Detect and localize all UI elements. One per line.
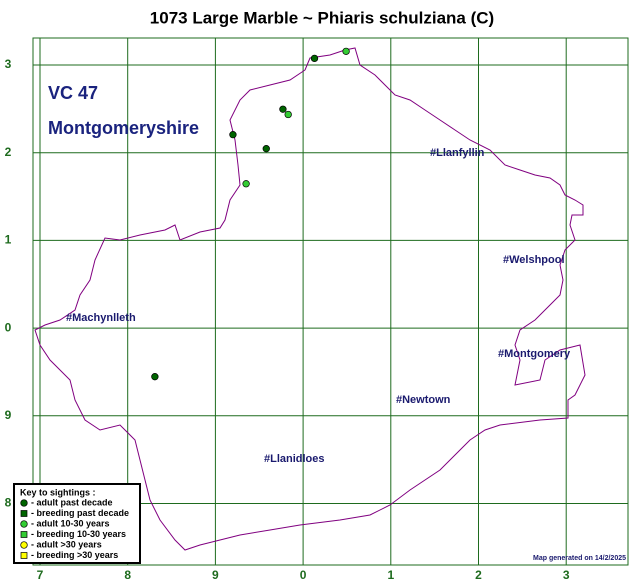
vc-code: VC 47 (48, 83, 98, 103)
y-grid-label: 1 (5, 233, 12, 247)
sighting (262, 145, 270, 153)
map-frame (32, 37, 629, 566)
sighting (279, 105, 287, 113)
sighting (284, 110, 292, 119)
key-label: - adult 10-30 years (31, 518, 110, 528)
town-label: #Machynlleth (66, 312, 136, 324)
y-grid-label: 8 (5, 496, 12, 510)
x-grid-label: 1 (387, 568, 394, 582)
x-grid-label: 8 (124, 568, 131, 582)
x-grid-label: 7 (37, 568, 44, 582)
key-label: - breeding >30 years (31, 550, 118, 560)
footer: Map generated on 14/2/2025 (533, 555, 626, 562)
x-grid-label: 2 (475, 568, 482, 582)
x-grid-label: 0 (300, 568, 307, 582)
y-grid-label: 2 (5, 145, 12, 159)
key-symbol (20, 552, 28, 559)
key-label: - adult past decade (31, 497, 113, 507)
sighting (242, 180, 250, 188)
vc-name: Montgomeryshire (48, 118, 199, 138)
sighting (151, 373, 159, 381)
key-symbol (20, 541, 28, 549)
town-label: #Llanfyllin (430, 147, 485, 159)
key-label: - breeding 10-30 years (31, 529, 126, 539)
y-grid-label: 3 (5, 57, 12, 71)
y-grid-label: 0 (5, 320, 12, 334)
key-symbol (20, 499, 28, 507)
y-grid-label: 9 (5, 408, 12, 422)
town-label: #Montgomery (498, 348, 571, 360)
key-symbol (20, 520, 28, 528)
x-grid-label: 3 (563, 568, 570, 582)
key-label: - breeding past decade (31, 508, 129, 518)
sighting (310, 54, 319, 63)
key-symbol (20, 510, 28, 517)
sighting (229, 131, 237, 139)
x-grid-label: 9 (212, 568, 219, 582)
key-title: Key to sightings : (20, 487, 96, 497)
map-title: 1073 Large Marble ~ Phiaris schulziana (… (150, 8, 494, 27)
town-label: #Newtown (396, 394, 451, 406)
key-symbol (20, 531, 28, 538)
key-label: - adult >30 years (31, 539, 102, 549)
town-label: #Llanidloes (264, 453, 325, 465)
sighting (342, 47, 350, 55)
key-box (13, 483, 141, 564)
county-boundary (34, 47, 586, 551)
town-label: #Welshpool (503, 254, 565, 266)
